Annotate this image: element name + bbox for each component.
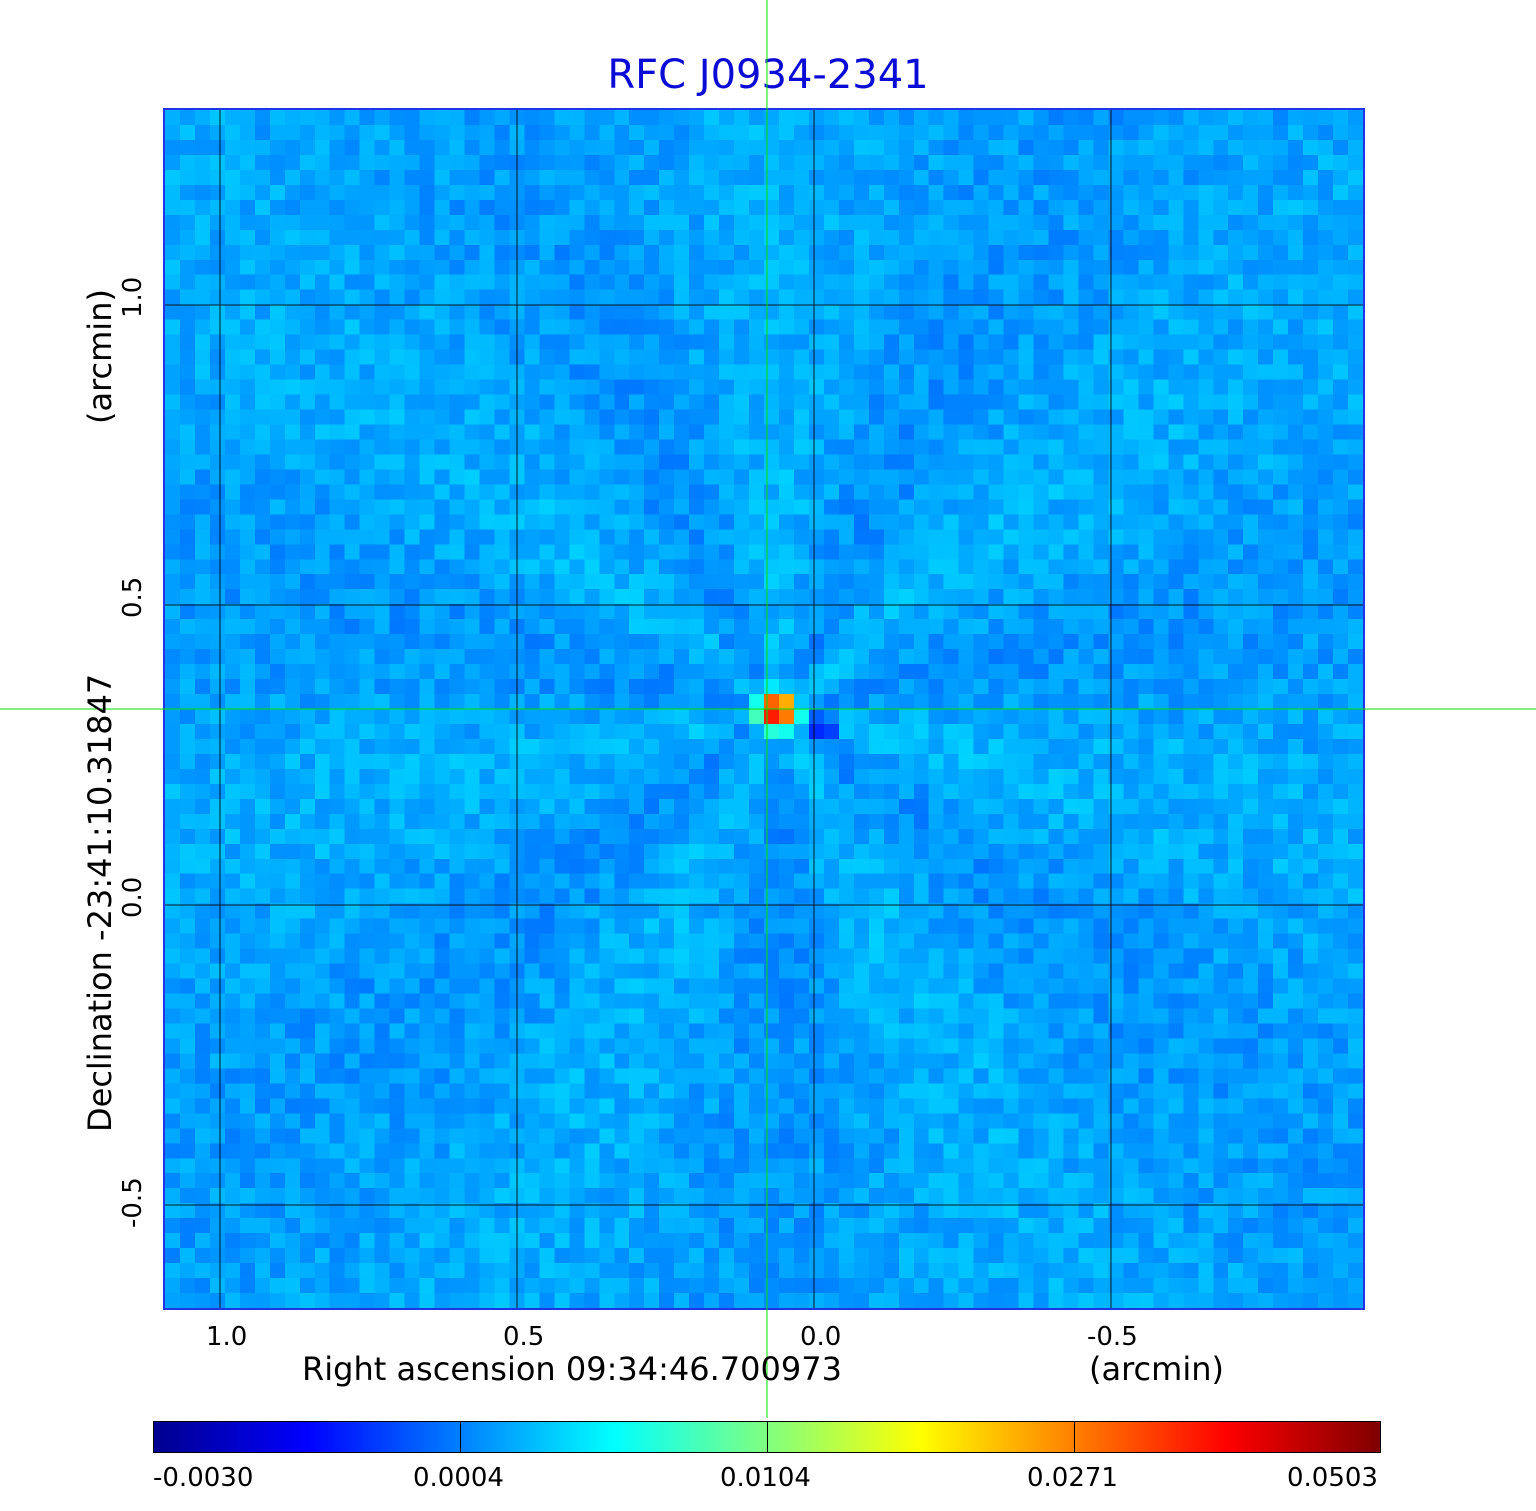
y-axis-unit: (arcmin): [81, 289, 119, 424]
y-axis-label: Declination -23:41:10.31847: [81, 673, 119, 1132]
sky-image-frame: [163, 108, 1365, 1310]
colorbar: [153, 1421, 1381, 1453]
colorbar-tick-label: 0.0004: [413, 1463, 504, 1493]
x-axis-unit: (arcmin): [1089, 1350, 1224, 1388]
y-tick-label: 0.0: [118, 876, 148, 918]
y-tick-label: -0.5: [118, 1177, 148, 1228]
x-tick-label: 0.5: [503, 1322, 545, 1352]
colorbar-tick-label: -0.0030: [153, 1463, 254, 1493]
colorbar-tick-label: 0.0271: [1027, 1463, 1118, 1493]
x-tick-label: 1.0: [206, 1322, 248, 1352]
x-axis-label: Right ascension 09:34:46.700973: [302, 1350, 842, 1388]
y-tick-label: 1.0: [118, 276, 148, 318]
coordinate-grid: [165, 110, 1363, 1308]
colorbar-tick: [767, 1422, 768, 1452]
x-tick-label: -0.5: [1087, 1322, 1138, 1352]
plot-title: RFC J0934-2341: [607, 52, 929, 98]
y-tick-label: 0.5: [118, 576, 148, 618]
colorbar-tick: [1074, 1422, 1075, 1452]
colorbar-tick: [460, 1422, 461, 1452]
colorbar-tick-label: 0.0503: [1287, 1463, 1378, 1493]
x-tick-label: 0.0: [800, 1322, 842, 1352]
colorbar-tick-label: 0.0104: [720, 1463, 811, 1493]
